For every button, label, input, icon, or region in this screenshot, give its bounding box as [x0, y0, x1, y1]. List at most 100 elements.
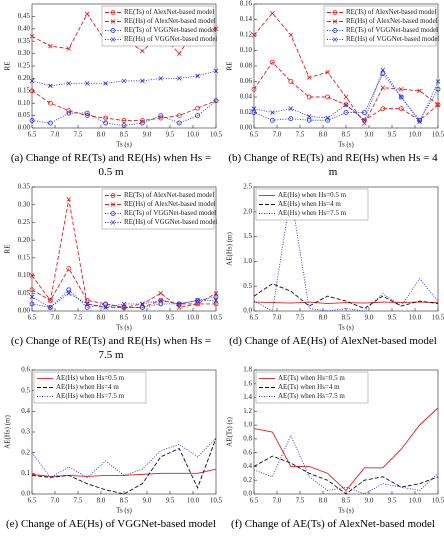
- y-tick-label: 0.10: [18, 99, 31, 107]
- marker: [158, 76, 164, 81]
- x-tick-label: 10.0: [187, 497, 200, 505]
- y-tick-label: 0.35: [18, 183, 31, 191]
- marker: [398, 106, 404, 112]
- chart: 0.0 0.5 1.0 1.5 2.0 2.5 6.5 7.0 7.5 8.0 8.5 9.0 9.5 1…: [226, 183, 444, 332]
- marker: [270, 110, 275, 115]
- marker: [66, 287, 72, 293]
- marker: [176, 301, 182, 307]
- x-tick-label: 7.0: [51, 314, 60, 322]
- chart: 0.0 0.1 0.2 0.3 0.4 0.5 0.6 6.5 7.0 7.5 8.0 8.5 9.0 9…: [4, 366, 222, 515]
- marker: [48, 305, 53, 310]
- marker: [139, 120, 145, 126]
- y-tick-label: 0.10: [240, 46, 253, 54]
- x-axis-label: Ts (s): [116, 141, 132, 149]
- y-tick-label: 0.6: [243, 448, 252, 456]
- x-tick-label: 7.0: [51, 497, 60, 505]
- legend-label: AE(Hs) when Hs=0.5 m: [56, 374, 125, 382]
- marker: [417, 88, 422, 94]
- panel: 0.00 0.05 0.10 0.15 0.20 0.25 0.30 0.35 6.5 7.0 7.…: [0, 183, 222, 366]
- series-line: [253, 68, 439, 123]
- x-axis-label: Ts (s): [116, 324, 132, 332]
- y-tick-label: 0.15: [18, 86, 31, 94]
- y-tick-label: 2.0: [243, 207, 252, 215]
- marker: [84, 110, 90, 116]
- series-line: [253, 283, 439, 310]
- x-tick-label: 10.5: [210, 314, 222, 322]
- legend-label: RE(Ts) of VGGNet-based model: [124, 209, 216, 217]
- legend-label: AE(Hs) when Hs=7.5 m: [56, 392, 125, 400]
- y-tick-label: 1.0: [243, 421, 252, 429]
- x-tick-label: 8.0: [97, 497, 106, 505]
- y-tick-label: 1.4: [243, 393, 252, 401]
- marker: [48, 83, 53, 89]
- series-line: [253, 61, 439, 121]
- y-tick-label: 0.25: [18, 62, 31, 70]
- marker: [176, 51, 182, 56]
- caption: (c) Change of RE(Ts) and RE(Hs) when Hs …: [10, 335, 212, 361]
- x-tick-label: 9.5: [388, 131, 397, 139]
- caption: (b) Change of RE(Ts) and RE(Hs) when Hs …: [228, 152, 438, 178]
- marker: [435, 79, 441, 84]
- x-tick-label: 9.0: [143, 497, 152, 505]
- marker: [29, 287, 35, 293]
- x-tick-label: 8.5: [342, 497, 351, 505]
- panel: 0.00 0.05 0.10 0.15 0.20 0.25 0.30 0.35 0.40 0.45…: [0, 0, 222, 183]
- series-line: [31, 468, 217, 477]
- y-axis-label: AE(Ts) (s): [226, 417, 234, 447]
- marker: [29, 118, 35, 123]
- y-axis-label: AE(Hs) (m): [226, 232, 234, 266]
- marker: [398, 94, 404, 100]
- marker: [195, 73, 200, 79]
- marker: [332, 19, 338, 24]
- x-tick-label: 10.5: [210, 131, 222, 139]
- x-axis-label: Ts (s): [116, 507, 132, 515]
- x-tick-label: 7.5: [296, 314, 305, 322]
- marker: [110, 10, 116, 15]
- marker: [306, 114, 312, 119]
- x-axis-label: Ts (s): [338, 141, 354, 149]
- marker: [213, 291, 219, 296]
- marker: [343, 102, 349, 108]
- y-tick-label: 0.0: [243, 307, 252, 315]
- y-tick-label: 0.16: [240, 0, 253, 8]
- x-tick-label: 7.0: [51, 131, 60, 139]
- y-axis-label: RE: [4, 62, 12, 71]
- x-tick-label: 9.5: [166, 131, 175, 139]
- y-axis-label: RE: [226, 62, 234, 71]
- y-tick-label: 1.6: [243, 379, 252, 387]
- marker: [110, 37, 116, 42]
- x-tick-label: 7.0: [273, 314, 282, 322]
- marker: [380, 71, 386, 77]
- marker: [29, 273, 35, 278]
- marker: [158, 298, 164, 303]
- marker: [140, 48, 145, 54]
- series-line: [253, 301, 439, 305]
- x-tick-label: 6.5: [28, 314, 37, 322]
- x-tick-label: 8.0: [319, 131, 328, 139]
- y-tick-label: 0.25: [18, 218, 31, 226]
- marker: [195, 298, 200, 303]
- marker: [380, 85, 386, 90]
- x-tick-label: 10.5: [432, 131, 444, 139]
- legend-label: RE(Ts) of AlexNet-based model: [124, 191, 214, 199]
- y-tick-label: 1.5: [243, 232, 252, 240]
- marker: [139, 118, 145, 123]
- marker: [380, 67, 386, 73]
- x-tick-label: 10.5: [210, 497, 222, 505]
- marker: [48, 298, 53, 303]
- marker: [84, 301, 90, 307]
- legend-label: RE(Ts) of AlexNet-based model: [346, 8, 436, 16]
- legend: AE(Ts) when Hs=0.5 mAE(Ts) when Hs=4 mAE…: [255, 371, 369, 404]
- series-line: [31, 438, 217, 495]
- marker: [343, 94, 349, 100]
- marker: [158, 291, 164, 296]
- marker: [66, 291, 72, 296]
- x-tick-label: 10.5: [432, 497, 444, 505]
- marker: [213, 98, 219, 104]
- marker: [84, 81, 90, 86]
- marker: [195, 105, 201, 111]
- y-tick-label: 2.5: [243, 183, 252, 191]
